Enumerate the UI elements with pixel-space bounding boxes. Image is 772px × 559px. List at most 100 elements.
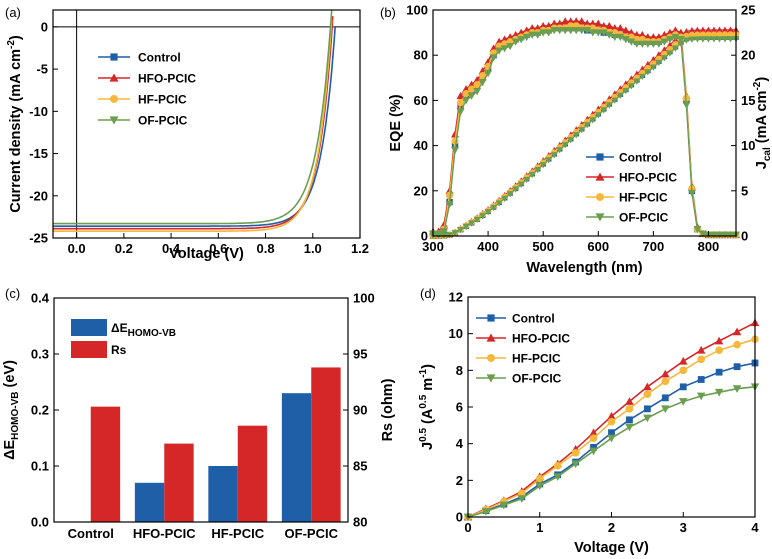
panel-d-ylabel: J0.5 (A0.5 m-1)	[418, 364, 436, 450]
jcal-point	[666, 41, 674, 48]
jcal-point	[561, 142, 569, 149]
jcal-point	[677, 40, 685, 48]
eqe-point	[577, 17, 586, 25]
panel-c-legend-label-part: Rs	[111, 343, 127, 357]
jcal-point	[512, 186, 520, 193]
eqe-point	[456, 108, 465, 116]
jcal-point	[462, 223, 470, 231]
panel-d-ylabel-part: m	[420, 378, 436, 395]
jcal-point	[699, 26, 707, 33]
panel-b-legend-marker	[595, 172, 605, 181]
panel-d-ytick-label: 2	[456, 473, 463, 488]
sclc-point	[661, 394, 669, 402]
panel-d-ytick-label: 10	[449, 326, 463, 341]
jcal-point	[556, 147, 564, 154]
panel-d-legend-label: OF-PCIC	[512, 372, 562, 386]
jcal-point	[704, 26, 712, 33]
jcal-point	[721, 31, 729, 38]
panel-c-ylabel-part: ΔE	[2, 440, 18, 460]
panel-d-xtick-label: 1	[536, 520, 543, 535]
panel-b-legend-label: HF-PCIC	[619, 191, 668, 205]
panel-c-legend-swatch	[71, 319, 107, 336]
sclc-point	[535, 474, 544, 483]
eqe-point	[605, 31, 614, 39]
sclc-point	[607, 434, 616, 443]
panel-d-xtick-label: 2	[608, 520, 615, 535]
panel-c-ylabel-part: HOMO-VB	[10, 391, 21, 439]
sclc-point	[607, 411, 616, 420]
jcal-point	[534, 167, 542, 174]
eqe-point	[682, 101, 691, 109]
jcal-point	[716, 31, 723, 38]
eqe-point	[440, 228, 449, 236]
eqe-point	[561, 17, 570, 25]
panel-d-ytick-label: 0	[456, 510, 463, 525]
eqe-point	[544, 29, 553, 37]
sclc-point	[625, 405, 634, 413]
jcal-point	[715, 36, 723, 43]
panel-c-y2tick-label: 80	[353, 515, 367, 530]
eqe-point	[583, 27, 592, 35]
sclc-point	[661, 405, 670, 414]
eqe-point	[720, 231, 729, 239]
eqe-point	[610, 33, 619, 42]
jv-curve-hf-pcic	[53, 19, 333, 232]
panel-d-label: (d)	[420, 286, 436, 301]
panel-a-xlabel: Voltage (V)	[169, 246, 244, 262]
panel-a-jv: (a) 0.0 0.2 0.4 0.6 0.8 1.0 1.2 -25 -20 -15 -10 -5 0 V…	[5, 5, 369, 262]
panel-b-y2label-part: )	[754, 77, 770, 82]
panel-b-legend-marker	[596, 193, 604, 201]
jcal-point	[490, 204, 498, 212]
panel-a-xtick-label: 1.0	[304, 241, 322, 256]
panel-b-ytick-label: 100	[406, 3, 428, 18]
panel-b-y2label-part: -2	[752, 81, 763, 90]
panel-d-xtick-label: 4	[751, 520, 759, 535]
eqe-point	[489, 54, 498, 62]
eqe-point	[539, 21, 548, 30]
panel-b-xtick-label: 600	[587, 239, 609, 254]
panel-d-ytick-label: 6	[456, 400, 463, 415]
jcal-point	[721, 36, 729, 43]
panel-a-xtick-label: 0.2	[115, 241, 133, 256]
panel-b-legend-marker	[596, 153, 604, 161]
panel-d-xlabel-part: Voltage (V)	[574, 540, 649, 556]
eqe-point	[671, 26, 680, 34]
eqe-point	[445, 191, 454, 199]
sclc-point	[732, 327, 742, 336]
sclc-point	[679, 356, 688, 365]
panel-c-legend-label-part: HOMO-VB	[128, 328, 176, 339]
eqe-point	[709, 231, 718, 239]
bar-dehomo-hf-pcic	[208, 466, 238, 522]
panel-a-ytick-label: -25	[29, 231, 48, 246]
jv-curve-of-pcic	[53, 10, 333, 225]
jcal-point	[578, 127, 586, 134]
panel-c-legend-label-part: ΔE	[111, 321, 128, 335]
eqe-point	[632, 40, 641, 48]
jcal-point	[688, 36, 696, 43]
panel-c-label: (c)	[5, 286, 20, 301]
jcal-point	[721, 26, 729, 33]
eqe-point	[621, 36, 630, 44]
panel-d-xtick-label: 3	[680, 520, 687, 535]
sclc-point	[679, 383, 687, 391]
sclc-point	[733, 363, 741, 371]
sclc-point	[589, 447, 598, 456]
jcal-point	[627, 83, 635, 90]
eqe-point	[599, 21, 608, 30]
panel-d-legend-marker	[486, 374, 496, 383]
sclc-point	[607, 417, 616, 426]
jcal-point	[683, 32, 690, 40]
panel-d-legend-marker	[487, 354, 495, 362]
eqe-point	[522, 33, 531, 42]
sclc-point	[571, 449, 580, 457]
panel-a-ytick-label: -15	[29, 146, 48, 161]
bar-rs-hfo-pcic	[164, 443, 194, 522]
eqe-point	[517, 36, 526, 44]
eqe-point	[726, 231, 735, 239]
sclc-curve-hf-pcic	[467, 338, 756, 518]
jcal-point	[605, 102, 613, 109]
jcal-point	[688, 31, 696, 38]
eqe-point	[627, 38, 636, 46]
eqe-point	[621, 26, 630, 34]
